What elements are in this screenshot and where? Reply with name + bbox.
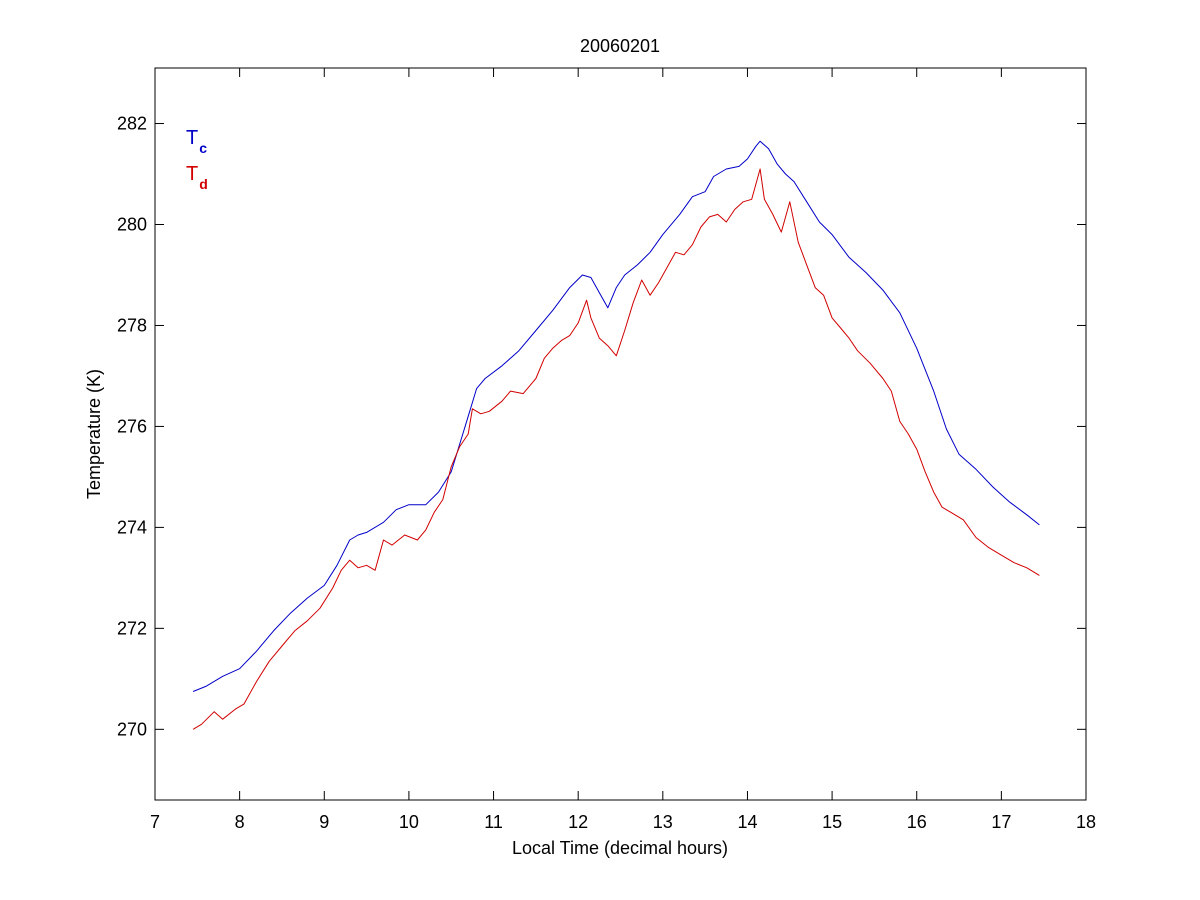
x-axis: 7 8 9 10 11 12 13 14 15 16 17 18 — [150, 68, 1096, 832]
x-tick-label: 14 — [737, 812, 757, 832]
y-axis: 270 272 274 276 278 280 282 — [117, 114, 1086, 739]
x-axis-label: Local Time (decimal hours) — [512, 838, 728, 858]
legend-tc-main: T — [186, 127, 198, 149]
y-tick-label: 278 — [117, 315, 147, 335]
x-tick-label: 12 — [568, 812, 588, 832]
series-line-td — [192, 168, 1040, 730]
y-tick-label: 276 — [117, 416, 147, 436]
x-tick-label: 16 — [907, 812, 927, 832]
legend-tc-sub: c — [199, 140, 207, 156]
legend: Tc Td — [186, 127, 208, 192]
x-tick-label: 11 — [484, 812, 503, 832]
legend-td-sub: d — [199, 176, 208, 192]
x-tick-label: 10 — [399, 812, 419, 832]
x-tick-label: 18 — [1076, 812, 1096, 832]
series-layer — [192, 140, 1040, 730]
series-line-tc — [192, 140, 1040, 692]
plot-frame — [154, 67, 1087, 801]
legend-td-main: T — [186, 163, 198, 185]
legend-entry-td: Td — [186, 163, 208, 192]
x-tick-label: 15 — [822, 812, 842, 832]
x-tick-label: 13 — [653, 812, 673, 832]
y-tick-label: 282 — [117, 114, 147, 134]
x-tick-label: 9 — [319, 812, 329, 832]
y-tick-label: 280 — [117, 214, 147, 234]
y-tick-label: 272 — [117, 618, 147, 638]
x-tick-label: 17 — [991, 812, 1011, 832]
chart-title: 20060201 — [580, 36, 660, 56]
y-tick-label: 270 — [117, 719, 147, 739]
y-tick-label: 274 — [117, 517, 147, 537]
legend-entry-tc: Tc — [186, 127, 207, 156]
x-tick-label: 7 — [150, 812, 160, 832]
x-tick-label: 8 — [235, 812, 245, 832]
y-axis-label: Temperature (K) — [84, 369, 104, 499]
